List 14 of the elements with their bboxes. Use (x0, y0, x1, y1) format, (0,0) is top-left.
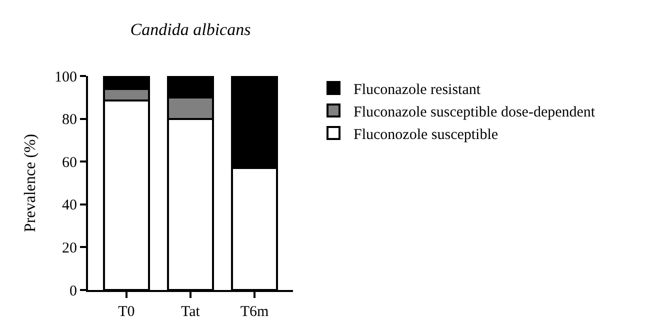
legend-label: Fluconozole susceptible (354, 126, 498, 143)
y-tick-label: 80 (62, 112, 77, 128)
y-axis-title: Prevalence (%) (22, 134, 39, 232)
y-tick-label: 40 (62, 198, 77, 214)
x-tick-label: Tat (181, 304, 201, 320)
x-tick-label: T0 (118, 304, 135, 320)
chart-title: Candida albicans (130, 20, 252, 40)
y-tick-label: 60 (62, 154, 77, 171)
legend-label: Fluconazole susceptible dose-dependent (354, 104, 596, 120)
y-tick-label: 100 (54, 69, 77, 86)
legend-label: Fluconazole resistant (354, 82, 482, 98)
x-tick-label: T6m (240, 304, 270, 320)
y-tick-label: 0 (70, 283, 77, 300)
y-tick-label: 20 (62, 240, 77, 256)
